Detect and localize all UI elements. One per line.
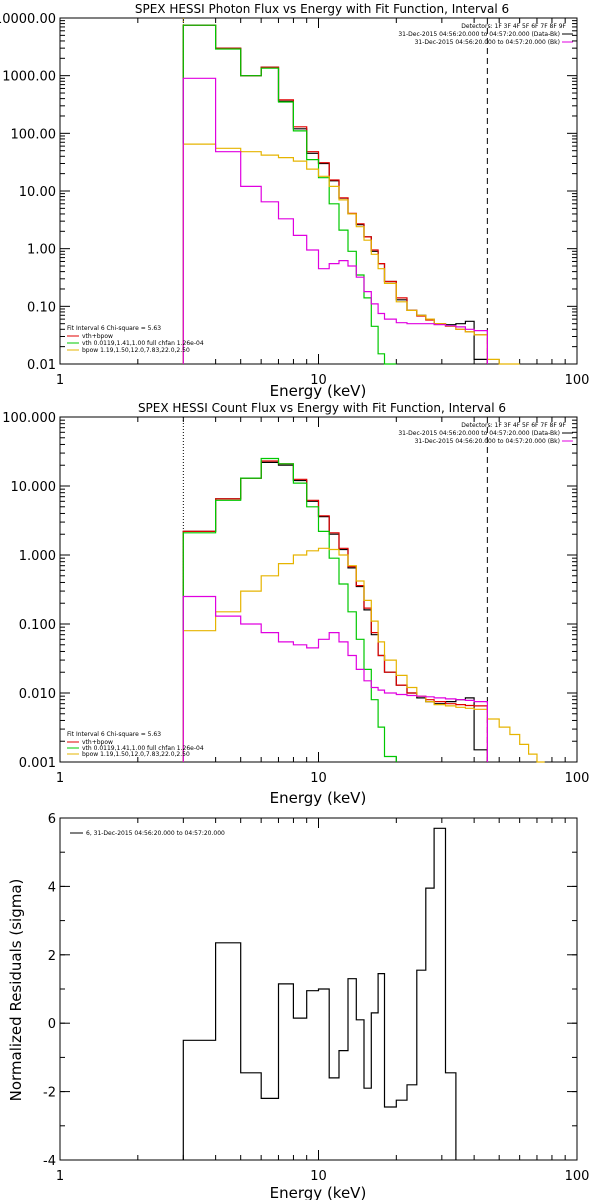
count-flux-legend-top-right: Detectors: 1F 3F 4F 5F 6F 7F 8F 9F 31-De… bbox=[398, 422, 573, 445]
count-flux-y-tick-label: 0.010 bbox=[19, 687, 56, 702]
photon-flux-x-tick-label: 100 bbox=[565, 373, 590, 388]
count-flux-panel: SPEX HESSI Count Flux vs Energy with Fit… bbox=[2, 401, 589, 807]
residuals-y-tick-label: 0 bbox=[48, 1017, 56, 1032]
photon-flux-plot-area bbox=[59, 17, 578, 365]
photon-flux-series-bpow bbox=[182, 143, 520, 365]
photon-flux-y-tick-label: 0.10 bbox=[27, 300, 56, 315]
count-flux-legend-fit: Fit Interval 6 Chi-square = 5.63 bbox=[67, 731, 161, 738]
residuals-panel: 1 10 100 -4 -2 0 2 4 6 Energy (keV) Normalized R… bbox=[7, 812, 589, 1200]
count-flux-title: SPEX HESSI Count Flux vs Energy with Fit… bbox=[138, 401, 506, 415]
residuals-series-residuals bbox=[182, 827, 457, 1160]
count-flux-series-bk bbox=[182, 595, 488, 762]
photon-flux-x-tick-label: 10 bbox=[310, 373, 327, 388]
photon-flux-legend-bk: 31-Dec-2015 04:56:20.000 to 04:57:20.000… bbox=[415, 39, 560, 46]
photon-flux-y-tick-label: 0.01 bbox=[27, 358, 56, 373]
count-flux-y-tick-label: 1.000 bbox=[19, 549, 56, 564]
residuals-y-tick-label: -2 bbox=[43, 1086, 56, 1101]
residuals-x-axis-title: Energy (keV) bbox=[270, 1184, 367, 1200]
residuals-y-tick-label: 6 bbox=[48, 812, 56, 827]
photon-flux-series-vth bbox=[182, 24, 397, 365]
photon-flux-y-tick-label: 1000.00 bbox=[2, 70, 56, 85]
count-flux-legend-vthbpow: vth+bpow bbox=[82, 739, 113, 746]
residuals-marks bbox=[182, 827, 457, 1160]
residuals-y-axis-title: Normalized Residuals (sigma) bbox=[7, 879, 25, 1102]
photon-flux-legend-bpow: bpow 1.19,1.50,12.0,7.83,22.0,2.50 bbox=[82, 347, 190, 354]
photon-flux-y-tick-label: 100.00 bbox=[11, 127, 57, 142]
photon-flux-legend-vth: vth 0.0119,1.41,1.00 full chfan 1.26e-04 bbox=[82, 340, 204, 347]
photon-flux-legend-fit: Fit Interval 6 Chi-square = 5.63 bbox=[67, 325, 161, 332]
count-flux-ticks: 1 10 100 0.001 0.010 0.100 1.000 10.000 100.000 bbox=[2, 411, 589, 786]
count-flux-legend-detectors: Detectors: 1F 3F 4F 5F 6F 7F 8F 9F bbox=[461, 422, 566, 429]
residuals-y-tick-label: -4 bbox=[43, 1154, 56, 1169]
count-flux-series-vth bbox=[182, 457, 397, 762]
count-flux-y-tick-label: 10.000 bbox=[11, 480, 57, 495]
photon-flux-series-bk bbox=[182, 77, 488, 364]
photon-flux-title: SPEX HESSI Photon Flux vs Energy with Fi… bbox=[135, 2, 509, 16]
photon-flux-y-tick-label: 1.00 bbox=[27, 243, 56, 258]
residuals-x-tick-label: 100 bbox=[565, 1169, 590, 1184]
photon-flux-ticks: 1 10 100 0.01 0.10 1.00 10.00 100.00 1000.00 1000… bbox=[0, 12, 589, 388]
count-flux-series-bpow bbox=[182, 547, 545, 763]
photon-flux-legend-data: 31-Dec-2015 04:56:20.000 to 04:57:20.000… bbox=[398, 31, 560, 38]
count-flux-y-tick-label: 100.000 bbox=[2, 411, 56, 426]
count-flux-x-tick-label: 100 bbox=[565, 771, 590, 786]
count-flux-x-tick-label: 1 bbox=[56, 771, 64, 786]
photon-flux-x-axis-title: Energy (keV) bbox=[270, 382, 367, 400]
count-flux-plot-area bbox=[59, 416, 578, 763]
count-flux-y-tick-label: 0.001 bbox=[19, 756, 56, 771]
residuals-y-tick-label: 4 bbox=[48, 880, 56, 895]
photon-flux-legend-vthbpow: vth+bpow bbox=[82, 333, 113, 340]
residuals-y-tick-label: 2 bbox=[48, 949, 56, 964]
count-flux-legend-vth: vth 0.0119,1.41,1.00 full chfan 1.26e-04 bbox=[82, 745, 204, 752]
count-flux-legend-bpow: bpow 1.19,1.50,12.0,7.83,22.0,2.50 bbox=[82, 751, 190, 758]
residuals-legend-label: 6, 31-Dec-2015 04:56:20.000 to 04:57:20.… bbox=[86, 830, 225, 837]
photon-flux-series-vth-bpow bbox=[182, 24, 488, 364]
photon-flux-marks bbox=[182, 18, 520, 365]
residuals-legend: 6, 31-Dec-2015 04:56:20.000 to 04:57:20.… bbox=[70, 830, 225, 837]
photon-flux-legend-detectors: Detectors: 1F 3F 4F 5F 6F 7F 8F 9F bbox=[461, 23, 566, 30]
count-flux-legend-bk: 31-Dec-2015 04:56:20.000 to 04:57:20.000… bbox=[415, 438, 560, 445]
photon-flux-legend-top-right: Detectors: 1F 3F 4F 5F 6F 7F 8F 9F 31-De… bbox=[398, 23, 573, 46]
photon-flux-x-tick-label: 1 bbox=[56, 373, 64, 388]
count-flux-x-axis-title: Energy (keV) bbox=[270, 789, 367, 807]
photon-flux-series-data-bk bbox=[182, 24, 488, 364]
photon-flux-y-tick-label: 10.00 bbox=[19, 185, 56, 200]
count-flux-y-tick-label: 0.100 bbox=[19, 618, 56, 633]
count-flux-marks bbox=[182, 417, 545, 763]
residuals-x-tick-label: 1 bbox=[56, 1169, 64, 1184]
residuals-ticks: 1 10 100 -4 -2 0 2 4 6 bbox=[43, 812, 589, 1184]
photon-flux-y-tick-label: 10000.00 bbox=[0, 12, 56, 27]
residuals-x-tick-label: 10 bbox=[310, 1169, 327, 1184]
count-flux-x-tick-label: 10 bbox=[310, 771, 327, 786]
count-flux-legend-data: 31-Dec-2015 04:56:20.000 to 04:57:20.000… bbox=[398, 430, 560, 437]
photon-flux-panel: SPEX HESSI Photon Flux vs Energy with Fi… bbox=[0, 2, 589, 400]
photon-flux-legend-bottom-left: Fit Interval 6 Chi-square = 5.63 vth+bpo… bbox=[67, 325, 204, 354]
count-flux-legend-bottom-left: Fit Interval 6 Chi-square = 5.63 vth+bpo… bbox=[67, 731, 204, 758]
